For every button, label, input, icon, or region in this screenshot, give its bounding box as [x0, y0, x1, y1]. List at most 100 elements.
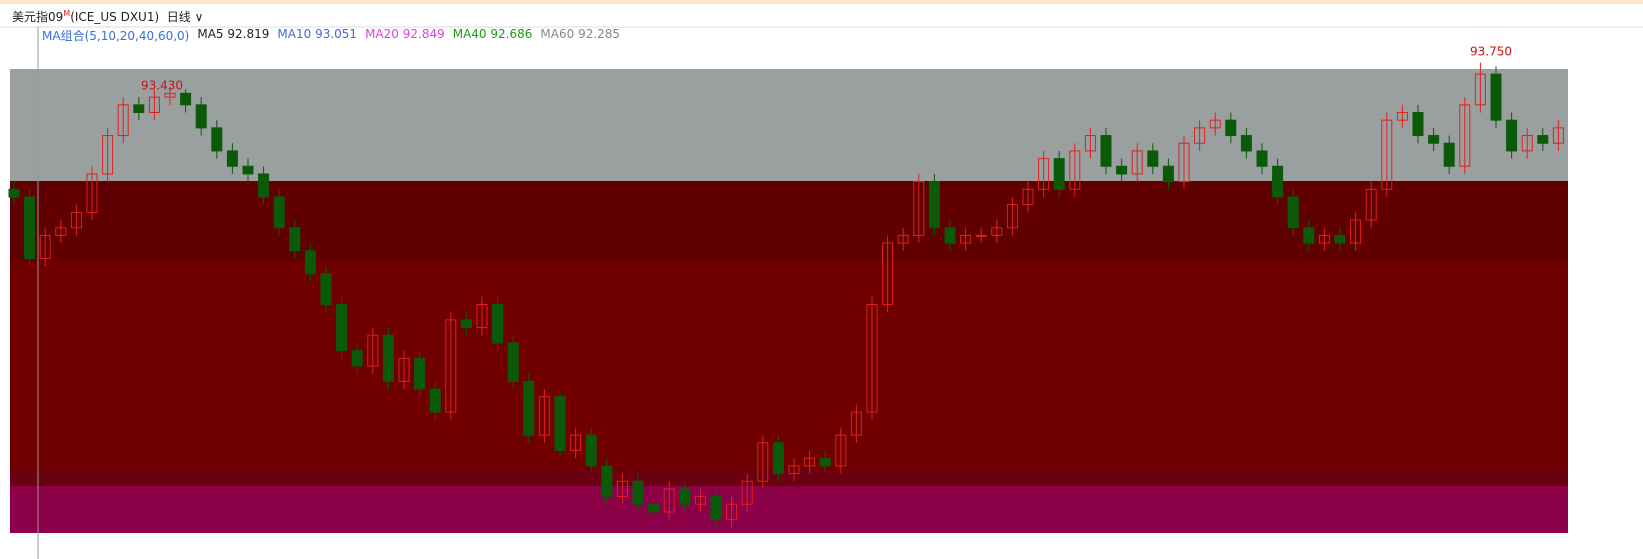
candle-body: [928, 181, 940, 229]
ma-name: MA5: [197, 27, 224, 41]
candle-body: [975, 234, 987, 237]
candle-body: [180, 92, 192, 106]
candle-body: [772, 442, 784, 475]
candle-body: [882, 242, 894, 306]
candle-body: [414, 357, 426, 390]
ma-item: MA40 92.686: [453, 27, 533, 44]
candle-body: [211, 127, 223, 152]
candle-body: [694, 496, 706, 505]
candle-body: [616, 480, 628, 498]
candle-body: [835, 434, 847, 467]
candle-body: [1084, 135, 1096, 152]
candle-body: [1178, 142, 1190, 183]
ma-legend: MA组合(5,10,20,40,60,0) MA5 92.819 MA10 93.0…: [42, 27, 620, 44]
candle-body: [70, 211, 82, 229]
candle-body: [1521, 135, 1533, 152]
candle-body: [850, 411, 862, 436]
band: [10, 69, 1568, 181]
ma-item: MA5 92.819: [197, 27, 269, 44]
candle-body: [55, 227, 67, 236]
candle-body: [741, 480, 753, 505]
price-annotation: 93.430: [141, 79, 183, 93]
candle-body: [866, 304, 878, 413]
header: 美元指09M(ICE_US DXU1) 日线 ∨: [12, 9, 204, 24]
candle-body: [648, 503, 660, 513]
candle-body: [1287, 196, 1299, 229]
candle-body: [1552, 127, 1564, 144]
candle-body: [1069, 150, 1081, 190]
candle-body: [8, 188, 20, 198]
candle-body: [1459, 104, 1471, 167]
candle-body: [1474, 73, 1486, 106]
candle-body: [273, 196, 285, 229]
candle-body: [1428, 135, 1440, 144]
ma-name: MA40: [452, 27, 487, 41]
candle-body: [1240, 135, 1252, 152]
candle-body: [601, 465, 613, 498]
candle-body: [1412, 112, 1424, 137]
candle-body: [710, 496, 722, 521]
candle-body: [991, 227, 1003, 236]
band: [10, 262, 1568, 470]
candle-body: [1116, 165, 1128, 175]
candle-body: [570, 434, 582, 451]
candle-body: [632, 480, 644, 505]
candle-body: [1022, 188, 1034, 206]
candle-body: [39, 234, 51, 259]
candle-body: [1225, 119, 1237, 137]
band: [10, 486, 1568, 533]
candle-body: [1490, 73, 1502, 121]
candle-body: [258, 173, 270, 198]
candle-body: [24, 196, 36, 259]
band: [10, 181, 1568, 262]
candle-body: [1537, 135, 1549, 144]
candle-body: [788, 465, 800, 475]
price-annotation: 93.750: [1470, 45, 1512, 59]
band: [10, 470, 1568, 486]
ma-name: MA60: [540, 27, 575, 41]
candle-body: [398, 357, 410, 382]
candle-body: [1272, 165, 1284, 198]
candle-body: [1131, 150, 1143, 175]
candle-body: [663, 488, 675, 513]
candle-body: [1194, 127, 1206, 144]
candle-body: [554, 396, 566, 451]
candle-body: [679, 488, 691, 505]
candle-body: [148, 96, 160, 113]
ma-item: MA60 92.285: [540, 27, 620, 44]
candle-body: [476, 304, 488, 329]
candle-body: [445, 319, 457, 413]
candle-body: [507, 342, 519, 382]
candle-body: [226, 150, 238, 167]
candle-body: [382, 334, 394, 382]
candle-body: [195, 104, 207, 129]
candle-body: [1381, 119, 1393, 190]
ma-value: 92.819: [227, 27, 270, 41]
candle-body: [460, 319, 472, 329]
candle-body: [585, 434, 597, 467]
candle-body: [1318, 234, 1330, 244]
candle-body: [164, 92, 176, 98]
ma-group[interactable]: MA组合(5,10,20,40,60,0): [42, 29, 190, 43]
candle-body: [1443, 142, 1455, 167]
period[interactable]: 日线: [166, 10, 191, 24]
ma-value: 92.285: [578, 27, 621, 41]
candle-body: [102, 135, 114, 175]
candle-body: [1506, 119, 1518, 152]
candle-body: [804, 457, 816, 467]
ma-value: 93.051: [315, 27, 358, 41]
candle-body: [1162, 165, 1174, 183]
badge: M: [63, 9, 71, 18]
candles: [8, 62, 1564, 528]
candle-body: [86, 173, 98, 213]
code: (ICE_US DXU1): [70, 10, 160, 24]
candle-body: [1209, 119, 1221, 129]
ma-name: MA20: [365, 27, 399, 41]
candle-body: [1256, 150, 1268, 167]
candle-body: [1147, 150, 1159, 167]
candle-body: [367, 334, 379, 367]
candle-body: [117, 104, 129, 137]
top-border: [0, 0, 1643, 4]
